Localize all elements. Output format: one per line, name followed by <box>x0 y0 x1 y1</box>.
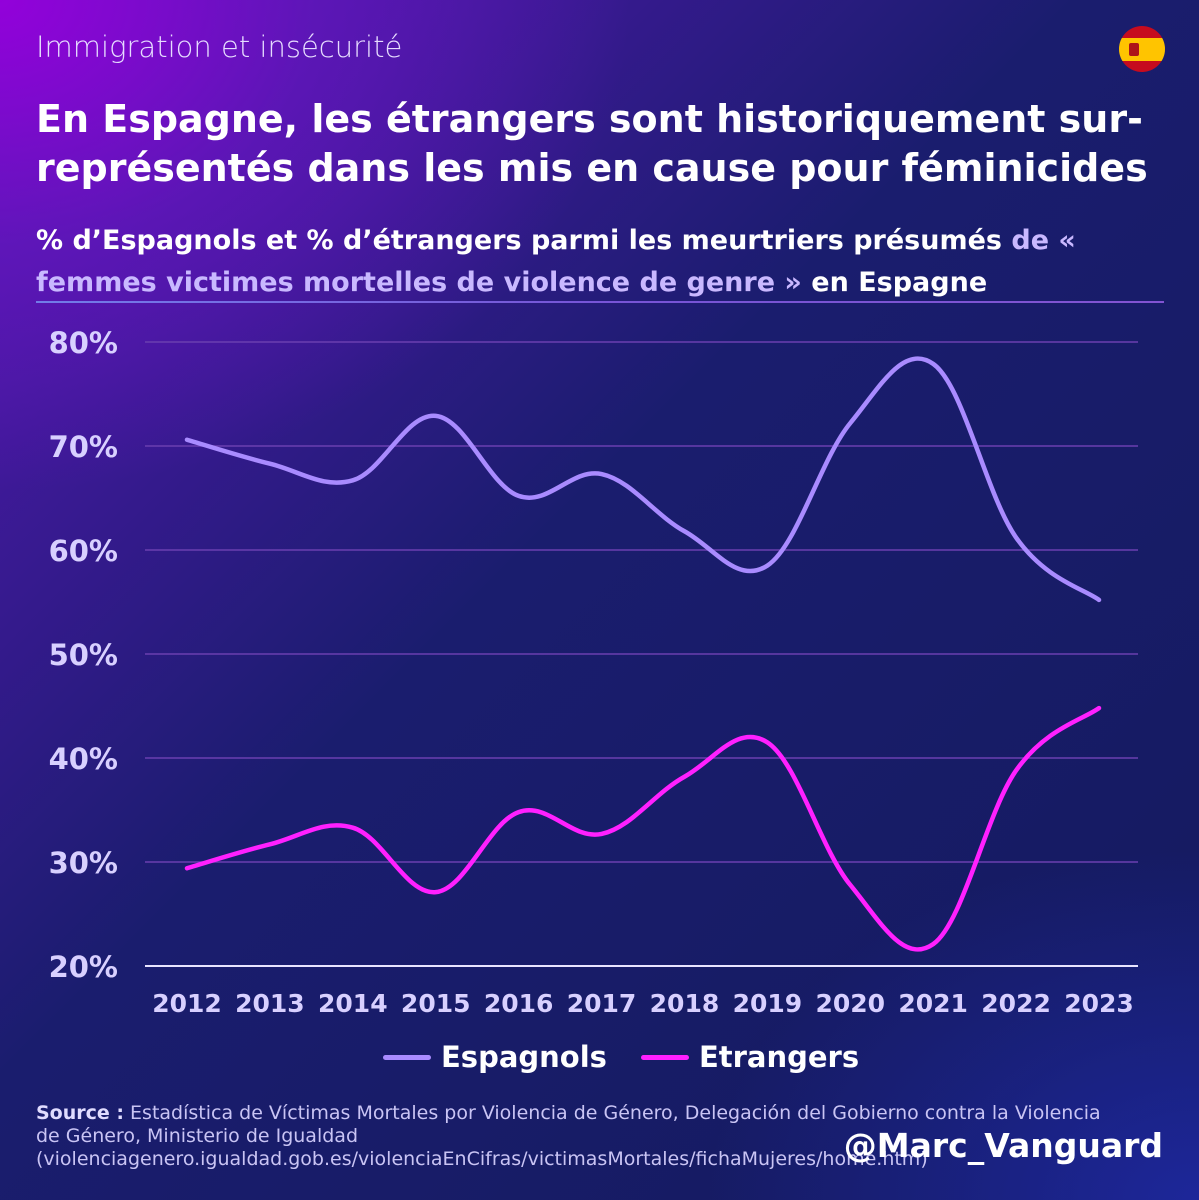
x-tick-label: 2021 <box>898 989 968 1018</box>
legend-swatch-etrangers <box>640 1054 689 1060</box>
y-tick-label: 20% <box>49 950 118 984</box>
page-title: En Espagne, les étrangers sont historiqu… <box>36 97 1148 190</box>
x-tick-label: 2020 <box>815 989 885 1018</box>
subtitle-end: en Espagne <box>801 267 988 298</box>
x-tick-label: 2023 <box>1064 989 1134 1018</box>
kicker: Immigration et insécurité <box>36 30 403 64</box>
x-tick-label: 2019 <box>733 989 803 1018</box>
legend-label-etrangers: Etrangers <box>698 1040 860 1074</box>
legend: Espagnols Etrangers <box>383 1040 859 1074</box>
x-tick-label: 2016 <box>484 989 554 1018</box>
divider <box>36 301 1164 303</box>
x-tick-label: 2022 <box>981 989 1051 1018</box>
legend-label-espagnols: Espagnols <box>441 1040 607 1074</box>
y-tick-label: 40% <box>49 742 118 776</box>
x-tick-label: 2015 <box>401 989 471 1018</box>
subtitle-accent: de « femmes victimes mortelles de violen… <box>36 225 1076 298</box>
x-tick-label: 2013 <box>235 989 305 1018</box>
chart-subtitle: % d’Espagnols et % d’étrangers parmi les… <box>36 220 1176 304</box>
spain-flag-icon <box>1119 26 1165 72</box>
y-tick-label: 80% <box>49 326 118 360</box>
y-tick-label: 60% <box>49 534 118 568</box>
x-tick-label: 2014 <box>318 989 388 1018</box>
subtitle-main: % d’Espagnols et % d’étrangers parmi les… <box>36 225 1012 256</box>
legend-swatch-espagnols <box>383 1054 431 1060</box>
y-tick-label: 70% <box>49 430 118 464</box>
y-tick-label: 50% <box>49 638 118 672</box>
author-handle: @Marc_Vanguard <box>843 1126 1163 1165</box>
source-label: Source : <box>36 1102 124 1124</box>
source-note: Source : Estadística de Víctimas Mortale… <box>36 1102 1116 1171</box>
legend-item-etrangers: Etrangers <box>640 1040 860 1074</box>
source-text: Estadística de Víctimas Mortales por Vio… <box>36 1102 1101 1170</box>
line-chart: 20% 30% 40% 50% 60% 70% 80% 2012 2013 2014 2015 201… <box>49 326 1138 1018</box>
series-line-espagnols <box>184 356 1102 603</box>
x-tick-label: 2012 <box>152 989 222 1018</box>
series-line-etrangers <box>184 705 1102 952</box>
y-tick-label: 30% <box>49 846 118 880</box>
legend-item-espagnols: Espagnols <box>383 1040 607 1074</box>
x-tick-label: 2017 <box>567 989 637 1018</box>
x-tick-label: 2018 <box>650 989 720 1018</box>
